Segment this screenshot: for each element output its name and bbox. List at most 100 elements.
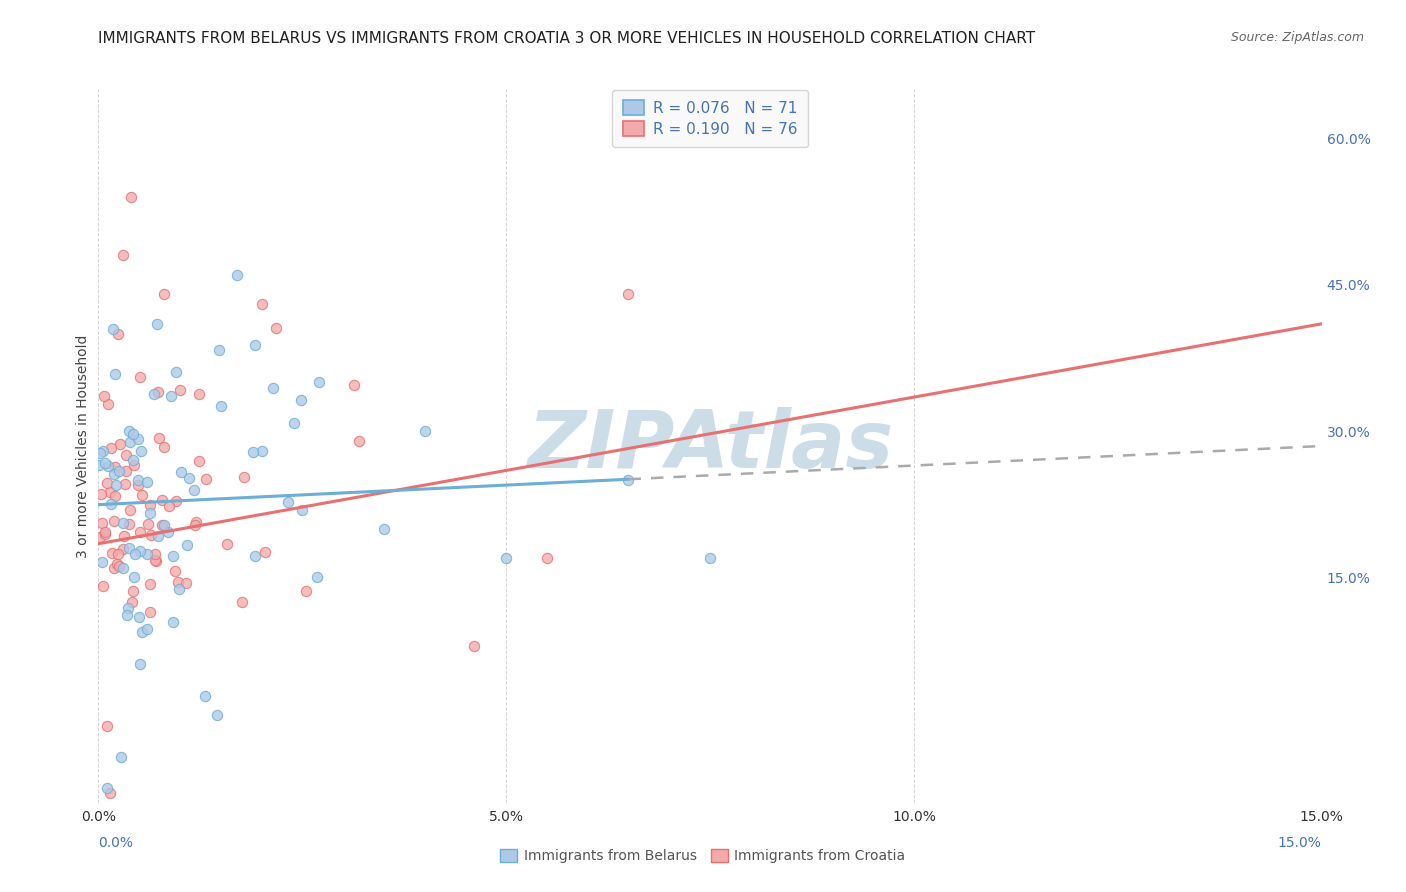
Point — [131, 488, 153, 502]
Point — [536, 551, 558, 566]
Point — [127, 477, 149, 491]
Point — [349, 434, 371, 449]
Point — [169, 384, 191, 398]
Text: ZIPAtlas: ZIPAtlas — [527, 407, 893, 485]
Point — [91, 555, 114, 569]
Point — [100, 497, 122, 511]
Point — [96, 781, 118, 796]
Point — [165, 494, 187, 508]
Point — [117, 541, 139, 556]
Point — [290, 392, 312, 407]
Point — [107, 547, 129, 561]
Point — [165, 365, 187, 379]
Point — [135, 547, 157, 561]
Point — [93, 456, 115, 470]
Point — [184, 515, 207, 529]
Text: 0.0%: 0.0% — [98, 836, 134, 850]
Point — [89, 531, 111, 545]
Point — [145, 554, 167, 568]
Point — [176, 538, 198, 552]
Point — [105, 557, 128, 571]
Point — [96, 475, 118, 490]
Point — [250, 443, 273, 458]
Point — [413, 425, 436, 439]
Point — [157, 524, 180, 539]
Point — [120, 190, 142, 204]
Point — [463, 640, 485, 654]
Point — [254, 545, 277, 559]
Point — [87, 458, 110, 472]
Point — [373, 522, 395, 536]
Point — [308, 376, 330, 390]
Legend: R = 0.076   N = 71, R = 0.190   N = 76: R = 0.076 N = 71, R = 0.190 N = 76 — [612, 90, 808, 147]
Point — [264, 320, 287, 334]
Point — [146, 317, 169, 331]
Point — [283, 416, 305, 430]
Point — [114, 476, 136, 491]
Point — [114, 449, 136, 463]
Point — [122, 569, 145, 583]
Point — [153, 440, 176, 454]
Point — [194, 689, 217, 703]
Point — [103, 514, 125, 528]
Point — [127, 432, 149, 446]
Text: Source: ZipAtlas.com: Source: ZipAtlas.com — [1230, 31, 1364, 45]
Point — [103, 460, 125, 475]
Point — [91, 579, 114, 593]
Point — [115, 464, 138, 478]
Point — [129, 657, 152, 671]
Point — [96, 719, 118, 733]
Point — [118, 503, 141, 517]
Point — [167, 582, 190, 596]
Point — [343, 377, 366, 392]
Point — [97, 396, 120, 410]
Point — [104, 477, 127, 491]
Point — [128, 609, 150, 624]
Point — [121, 583, 143, 598]
Point — [110, 749, 132, 764]
Point — [108, 559, 131, 574]
Point — [233, 470, 256, 484]
Point — [117, 601, 139, 615]
Point — [139, 506, 162, 520]
Point — [277, 495, 299, 509]
Point — [90, 487, 112, 501]
Point — [226, 268, 249, 282]
Point — [127, 473, 149, 487]
Point — [243, 549, 266, 563]
Point — [104, 489, 127, 503]
Point — [152, 287, 174, 301]
Legend: Immigrants from Belarus, Immigrants from Croatia: Immigrants from Belarus, Immigrants from… — [501, 849, 905, 863]
Point — [159, 500, 181, 514]
Point — [617, 287, 640, 301]
Point — [187, 454, 209, 468]
Point — [142, 387, 165, 401]
Point — [112, 542, 135, 557]
Y-axis label: 3 or more Vehicles in Household: 3 or more Vehicles in Household — [76, 334, 90, 558]
Point — [148, 431, 170, 445]
Point — [139, 576, 162, 591]
Point — [139, 498, 162, 512]
Point — [143, 547, 166, 561]
Point — [108, 464, 131, 478]
Point — [97, 458, 120, 473]
Point — [124, 547, 146, 561]
Point — [136, 517, 159, 532]
Point — [93, 389, 115, 403]
Point — [617, 473, 640, 487]
Point — [135, 623, 157, 637]
Point — [111, 248, 134, 262]
Point — [111, 561, 134, 575]
Point — [184, 517, 207, 532]
Point — [205, 707, 228, 722]
Point — [262, 381, 284, 395]
Point — [118, 424, 141, 438]
Point — [307, 570, 329, 584]
Point — [103, 560, 125, 574]
Point — [129, 444, 152, 458]
Point — [207, 343, 229, 357]
Point — [699, 551, 721, 566]
Point — [177, 471, 200, 485]
Point — [495, 551, 517, 566]
Point — [122, 458, 145, 472]
